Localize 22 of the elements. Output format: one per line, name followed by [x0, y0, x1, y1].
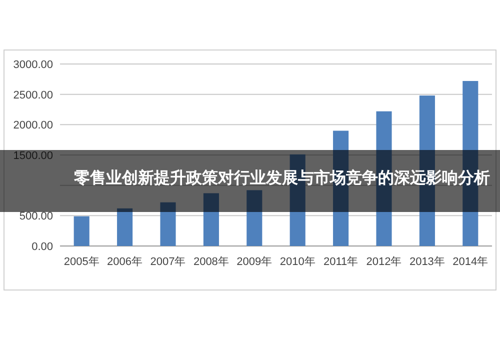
x-tick-label: 2007年: [150, 256, 186, 268]
y-tick-label: 2500.00: [13, 89, 53, 102]
x-tick-label: 2014年: [452, 256, 488, 268]
x-tick-label: 2008年: [193, 256, 229, 268]
x-tick-label: 2013年: [409, 256, 445, 268]
text: 零售业创新提升政策对行业发展与市场竞争的深远影响分析: [73, 169, 490, 187]
bar: [160, 202, 176, 246]
x-tick-label: 2011年: [323, 256, 358, 268]
x-tick-label: 2005年: [64, 256, 100, 268]
y-tick-label: 500.00: [19, 210, 53, 223]
y-tick-label: 2000.00: [13, 120, 53, 132]
x-tick-label: 2009年: [236, 256, 272, 268]
bar: [203, 193, 219, 246]
x-tick-label: 2006年: [107, 256, 143, 268]
y-tick-label: 0.00: [32, 241, 53, 253]
x-tick-label: 2012年: [366, 256, 402, 268]
y-tick-label: 1500.00: [13, 150, 53, 162]
bar: [246, 190, 262, 246]
bar: [117, 208, 133, 246]
x-tick-label: 2010年: [280, 256, 316, 268]
bar: [74, 216, 90, 246]
y-tick-label: 3000.00: [13, 59, 53, 71]
